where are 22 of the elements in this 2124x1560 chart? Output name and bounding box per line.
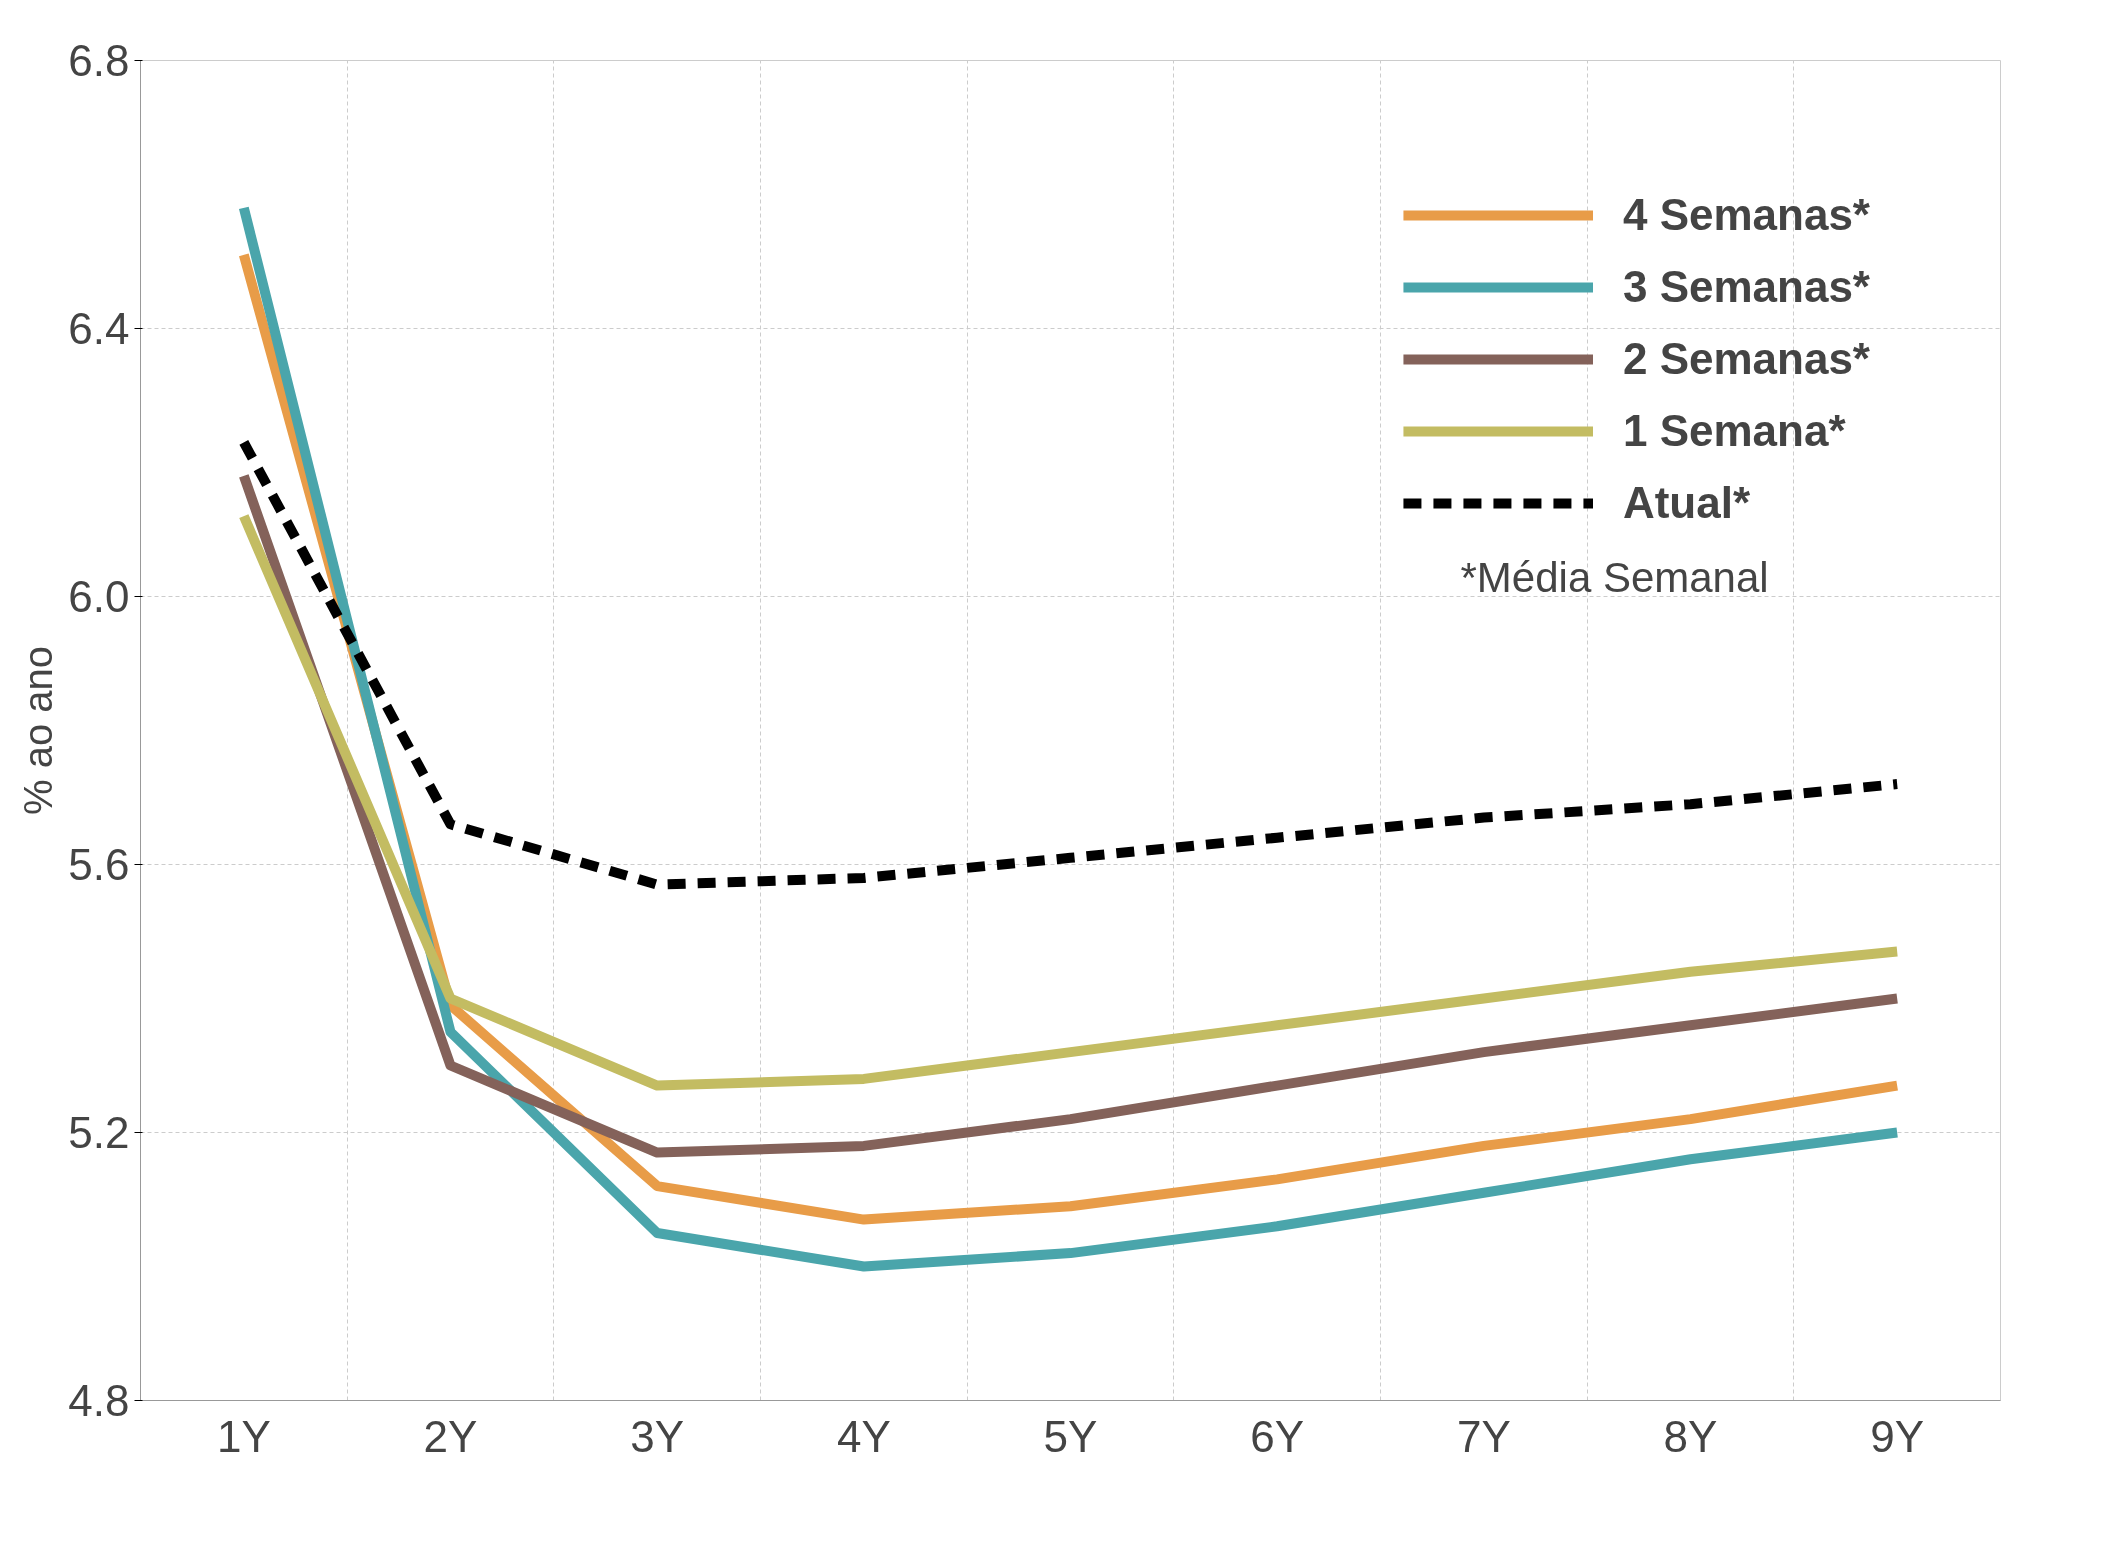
annotation: *Média Semanal [1460,553,1769,601]
legend-label: 4 Semanas* [1622,190,1870,240]
x-tick-label: 2Y [423,1411,478,1461]
y-tick-label: 6.4 [68,304,130,353]
y-tick-label: 6.0 [68,572,130,621]
legend-label: 2 Semanas* [1622,334,1870,384]
x-tick-label: 4Y [836,1411,891,1461]
x-tick-label: 5Y [1043,1411,1098,1461]
y-tick-label: 5.2 [68,1108,130,1157]
legend-label: Atual* [1622,478,1751,528]
y-tick-label: 4.8 [68,1376,130,1425]
x-tick-label: 1Y [216,1411,271,1461]
x-tick-label: 9Y [1870,1411,1925,1461]
x-tick-label: 6Y [1250,1411,1305,1461]
legend-label: 3 Semanas* [1622,262,1870,312]
legend-label: 1 Semana* [1622,406,1846,456]
y-axis-title: % ao ano [16,645,61,816]
y-tick-label: 6.8 [68,36,130,85]
x-tick-label: 8Y [1663,1411,1718,1461]
x-tick-label: 7Y [1456,1411,1511,1461]
x-tick-label: 3Y [630,1411,685,1461]
y-tick-label: 5.6 [68,840,130,889]
